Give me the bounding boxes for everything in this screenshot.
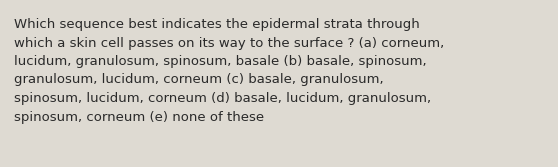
Text: Which sequence best indicates the epidermal strata through
which a skin cell pas: Which sequence best indicates the epider…: [14, 18, 444, 124]
